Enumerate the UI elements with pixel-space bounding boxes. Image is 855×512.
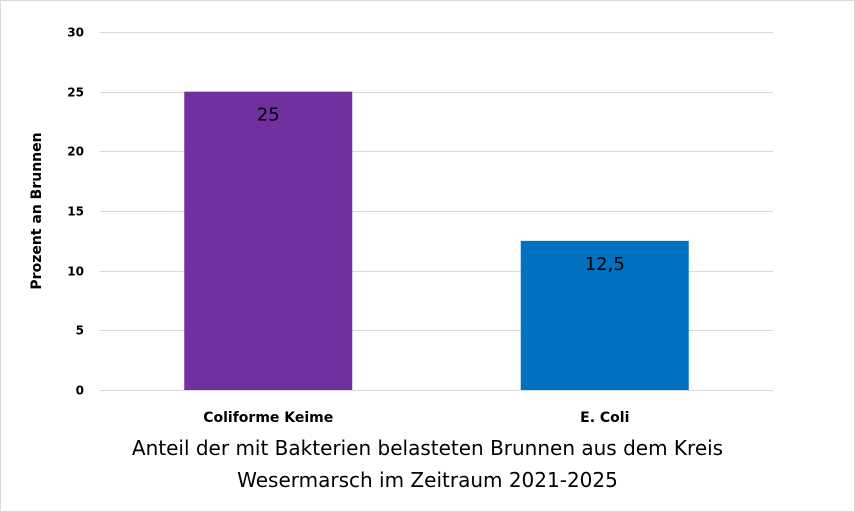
y-tick-label: 15 [67,205,84,219]
y-tick-label: 5 [76,324,84,338]
y-tick-label: 0 [76,384,84,398]
bar [184,91,353,391]
chart-title: Anteil der mit Bakterien belasteten Brun… [0,432,855,496]
data-label: 25 [257,105,280,126]
bar-chart: 0 5 10 15 20 25 30 25 Coliforme Keime 12,5 E. Col… [29,26,773,426]
x-tick-label: E. Coli [580,410,629,426]
y-axis-label: Prozent an Brunnen [29,132,45,289]
y-tick-label: 20 [67,145,84,159]
bar [520,240,689,390]
y-tick-label: 30 [67,26,84,40]
data-label: 12,5 [585,254,625,275]
y-tick-label: 10 [67,265,84,279]
y-tick-label: 25 [67,86,84,100]
x-tick-label: Coliforme Keime [203,410,333,426]
chart-title-line-1: Anteil der mit Bakterien belasteten Brun… [131,436,724,460]
chart-title-line-2: Wesermarsch im Zeitraum 2021-2025 [237,468,618,492]
